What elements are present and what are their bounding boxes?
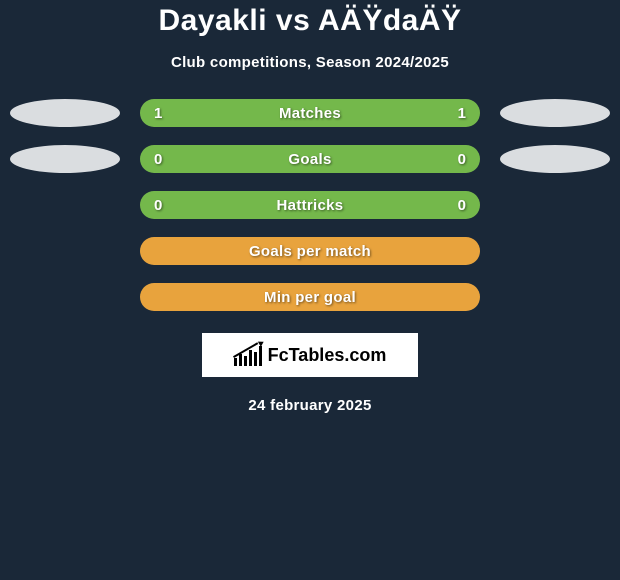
row-min-per-goal: Min per goal (0, 283, 620, 311)
avatar-left (10, 145, 120, 173)
stat-value-right: 0 (458, 197, 466, 214)
stat-bar-goals-per-match: Goals per match (140, 237, 480, 265)
stat-label: Min per goal (264, 289, 356, 306)
stat-value-left: 1 (154, 105, 162, 122)
stat-bar-matches: 1 Matches 1 (140, 99, 480, 127)
avatar-right (500, 99, 610, 127)
page-subtitle: Club competitions, Season 2024/2025 (171, 54, 449, 71)
spacer-left (10, 191, 120, 219)
logo-text: FcTables.com (268, 345, 387, 366)
avatar-right (500, 145, 610, 173)
stat-value-left: 0 (154, 197, 162, 214)
row-matches: 1 Matches 1 (0, 99, 620, 127)
stat-label: Goals (288, 151, 331, 168)
stat-label: Goals per match (249, 243, 371, 260)
spacer-left (10, 283, 120, 311)
stat-bar-goals: 0 Goals 0 (140, 145, 480, 173)
fctables-logo[interactable]: FcTables.com (202, 333, 418, 377)
spacer-right (500, 191, 610, 219)
page-title: Dayakli vs AÄŸdaÄŸ (158, 4, 461, 38)
stat-value-left: 0 (154, 151, 162, 168)
stat-label: Hattricks (277, 197, 344, 214)
spacer-right (500, 237, 610, 265)
avatar-left (10, 99, 120, 127)
spacer-left (10, 237, 120, 265)
stat-value-right: 1 (458, 105, 466, 122)
footer-date: 24 february 2025 (248, 397, 371, 414)
spacer-right (500, 283, 610, 311)
main-container: Dayakli vs AÄŸdaÄŸ Club competitions, Se… (0, 0, 620, 414)
row-hattricks: 0 Hattricks 0 (0, 191, 620, 219)
stat-bar-min-per-goal: Min per goal (140, 283, 480, 311)
stat-bar-hattricks: 0 Hattricks 0 (140, 191, 480, 219)
row-goals: 0 Goals 0 (0, 145, 620, 173)
row-goals-per-match: Goals per match (0, 237, 620, 265)
logo-chart-icon (234, 344, 262, 366)
stat-value-right: 0 (458, 151, 466, 168)
stat-label: Matches (279, 105, 341, 122)
